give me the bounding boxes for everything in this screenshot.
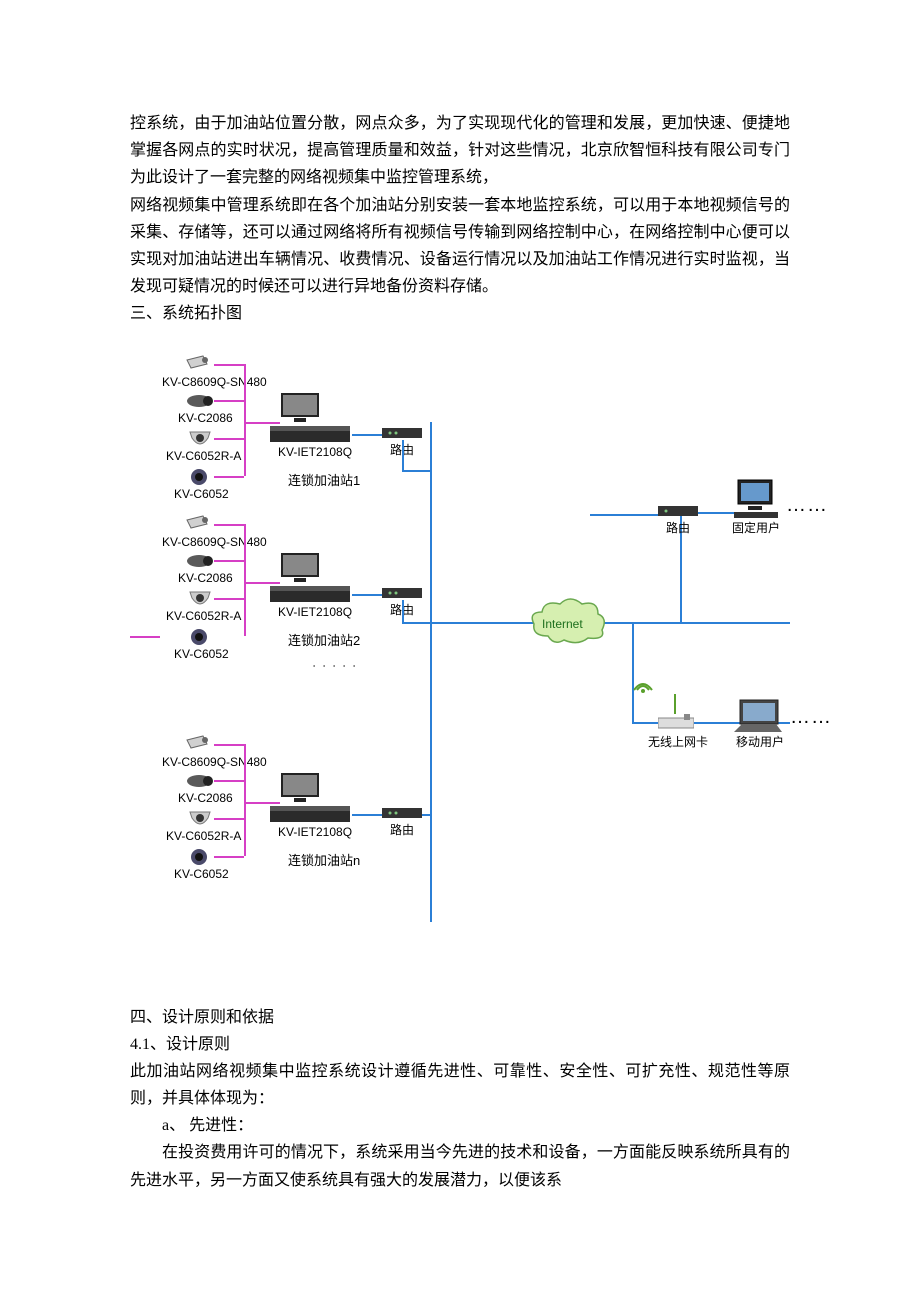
section-3-title: 三、系统拓扑图 [130, 300, 790, 327]
desktop-icon [734, 478, 778, 520]
label-c2086: KV-C2086 [178, 788, 233, 808]
topology-diagram: KV-C8609Q-SN480 KV-C2086 KV-C6052R-A KV-… [130, 342, 810, 982]
ellipsis: …… [786, 502, 828, 508]
monitor-icon [280, 392, 320, 424]
label-c6052: KV-C6052 [174, 864, 229, 884]
label-router: 路由 [390, 820, 414, 840]
fixed-user-label: 固定用户 [732, 518, 780, 538]
ellipsis: …… [790, 714, 832, 720]
router-icon [382, 426, 422, 440]
line [430, 422, 432, 622]
dome-camera-icon [188, 588, 212, 608]
label-c2086: KV-C2086 [178, 568, 233, 588]
label-c2086: KV-C2086 [178, 408, 233, 428]
line [674, 694, 676, 714]
label-c6052r: KV-C6052R-A [166, 446, 241, 466]
laptop-icon [730, 698, 786, 734]
stationn-label: 连锁加油站n [288, 850, 360, 872]
paragraph-3: 此加油站网络视频集中监控系统设计遵循先进性、可靠性、安全性、可扩充性、规范性等原… [130, 1058, 790, 1112]
station2-label: 连锁加油站2 [288, 630, 360, 652]
label-sn480: KV-C8609Q-SN480 [162, 372, 267, 392]
label-c6052: KV-C6052 [174, 484, 229, 504]
vertical-dots: ····· [310, 664, 360, 668]
wifi-card-icon [658, 714, 694, 732]
mobile-user-label: 移动用户 [736, 732, 784, 752]
paragraph-1: 控系统，由于加油站位置分散，网点众多，为了实现现代化的管理和发展，更加快速、便捷… [130, 110, 790, 192]
label-c6052r: KV-C6052R-A [166, 826, 241, 846]
paragraph-4: 在投资费用许可的情况下，系统采用当今先进的技术和设备，一方面能反映系统所具有的先… [130, 1139, 790, 1193]
section-4-title: 四、设计原则和依据 [130, 1004, 790, 1031]
section-4-1-title: 4.1、设计原则 [130, 1031, 790, 1058]
camera-icon [185, 514, 211, 534]
label-c6052: KV-C6052 [174, 644, 229, 664]
label-nvr: KV-IET2108Q [278, 822, 352, 842]
wifi-card-label: 无线上网卡 [648, 732, 708, 752]
camera-icon [185, 734, 211, 754]
station1-label: 连锁加油站1 [288, 470, 360, 492]
label-nvr: KV-IET2108Q [278, 602, 352, 622]
label-sn480: KV-C8609Q-SN480 [162, 532, 267, 552]
camera-icon [185, 354, 211, 374]
router-icon [382, 586, 422, 600]
wifi-icon [630, 672, 656, 694]
label-c6052r: KV-C6052R-A [166, 606, 241, 626]
paragraph-2: 网络视频集中管理系统即在各个加油站分别安装一套本地监控系统，可以用于本地视频信号… [130, 192, 790, 301]
point-a: a、 先进性： [130, 1112, 790, 1139]
monitor-icon [280, 772, 320, 804]
label-nvr: KV-IET2108Q [278, 442, 352, 462]
dome-camera-icon [188, 428, 212, 448]
label-sn480: KV-C8609Q-SN480 [162, 752, 267, 772]
dome-camera-icon [188, 808, 212, 828]
monitor-icon [280, 552, 320, 584]
router-label: 路由 [666, 518, 690, 538]
router-icon [658, 504, 698, 518]
router-icon [382, 806, 422, 820]
line [590, 622, 790, 624]
internet-label: Internet [542, 614, 583, 634]
